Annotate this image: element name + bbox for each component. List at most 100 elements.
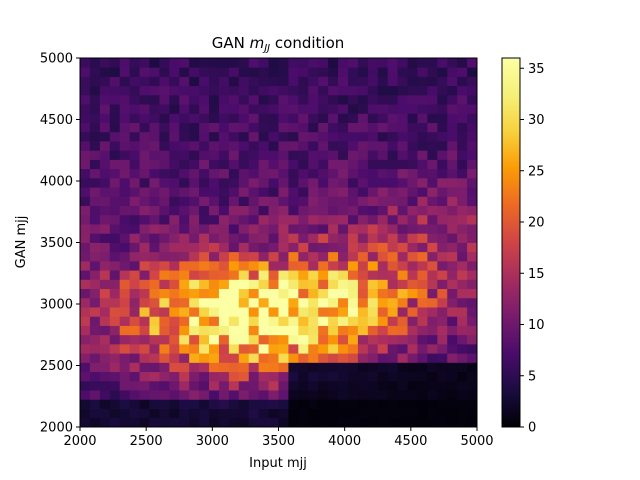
heatmap-cell <box>367 104 379 114</box>
colorbar-tick-label: 25 <box>528 164 545 179</box>
heatmap-cell <box>427 113 438 123</box>
heatmap-cell <box>189 325 200 336</box>
heatmap-cell <box>367 408 379 419</box>
heatmap-cell <box>159 85 170 96</box>
heatmap-cell <box>179 288 190 299</box>
heatmap-cell <box>278 325 289 336</box>
heatmap-cell <box>377 288 389 299</box>
heatmap-cell <box>427 325 438 336</box>
heatmap-cell <box>338 113 349 123</box>
heatmap-cell <box>417 214 428 225</box>
heatmap-cell <box>179 343 190 354</box>
heatmap-cell <box>367 214 379 225</box>
heatmap-cell <box>338 334 349 345</box>
heatmap-cell <box>377 270 389 280</box>
y-axis-label: GAN mjj <box>14 216 29 269</box>
heatmap-cell <box>298 288 309 299</box>
heatmap-cell <box>447 307 458 317</box>
heatmap-cell <box>298 371 309 382</box>
heatmap-cell <box>357 260 369 271</box>
heatmap-cell <box>80 58 91 68</box>
heatmap-cell <box>258 141 269 151</box>
heatmap-cell <box>218 307 230 317</box>
heatmap-cell <box>367 76 379 87</box>
heatmap-cell <box>248 94 260 105</box>
heatmap-cell <box>228 242 240 253</box>
heatmap-cell <box>169 122 180 133</box>
heatmap-cell <box>209 159 220 170</box>
heatmap-cell <box>228 104 240 114</box>
heatmap-cell <box>407 390 418 400</box>
heatmap-cell <box>169 205 180 216</box>
heatmap-cell <box>139 270 150 280</box>
heatmap-cell <box>278 224 289 234</box>
heatmap-cell <box>288 362 299 373</box>
heatmap-cell <box>119 297 131 308</box>
heatmap-cell <box>357 362 369 373</box>
heatmap-cell <box>268 399 279 409</box>
heatmap-cell <box>189 131 200 142</box>
heatmap-cell <box>99 159 111 170</box>
heatmap-cell <box>278 150 289 160</box>
heatmap-cell <box>328 260 339 271</box>
heatmap-cell <box>99 177 111 188</box>
heatmap-cell <box>437 408 448 419</box>
heatmap-cell <box>119 288 131 299</box>
heatmap-cell <box>467 113 478 123</box>
heatmap-cell <box>149 297 160 308</box>
heatmap-cell <box>447 131 458 142</box>
heatmap-cell <box>218 260 230 271</box>
heatmap-cell <box>417 76 428 87</box>
heatmap-cell <box>387 288 399 299</box>
heatmap-cell <box>457 270 468 280</box>
heatmap-cell <box>99 168 111 179</box>
heatmap-cell <box>129 316 140 326</box>
heatmap-cell <box>457 150 468 160</box>
heatmap-cell <box>447 113 458 123</box>
heatmap-cell <box>179 408 190 419</box>
heatmap-cell <box>109 343 121 354</box>
heatmap-cell <box>347 233 359 243</box>
heatmap-cell <box>427 353 438 363</box>
heatmap-cell <box>139 85 150 96</box>
heatmap-cell <box>457 196 468 207</box>
heatmap-cell <box>129 85 140 96</box>
heatmap-cell <box>80 399 91 409</box>
heatmap-cell <box>89 343 101 354</box>
heatmap-cell <box>258 122 269 133</box>
heatmap-cell <box>228 270 240 280</box>
heatmap-cell <box>179 270 190 280</box>
heatmap-cell <box>427 85 438 96</box>
heatmap-cell <box>89 307 101 317</box>
heatmap-cell <box>457 76 468 87</box>
heatmap-cell <box>387 371 399 382</box>
colorbar-tick-label: 5 <box>528 369 536 384</box>
heatmap-cell <box>119 270 131 280</box>
heatmap-cell <box>248 131 260 142</box>
heatmap-cell <box>238 205 250 216</box>
heatmap-cell <box>80 371 91 382</box>
heatmap-cell <box>228 214 240 225</box>
heatmap-cell <box>268 270 279 280</box>
heatmap-cell <box>189 177 200 188</box>
heatmap-cell <box>427 141 438 151</box>
heatmap-cell <box>169 316 180 326</box>
heatmap-cell <box>397 104 408 114</box>
heatmap-cell <box>199 260 210 271</box>
heatmap-cell <box>467 159 478 170</box>
heatmap-cell <box>407 233 418 243</box>
heatmap-cell <box>407 399 418 409</box>
heatmap-cell <box>149 159 160 170</box>
heatmap-cell <box>189 399 200 409</box>
heatmap-cell <box>209 242 220 253</box>
heatmap-cell <box>367 131 379 142</box>
heatmap-cell <box>139 362 150 373</box>
heatmap-cell <box>119 177 131 188</box>
heatmap-cell <box>427 343 438 354</box>
heatmap-cell <box>139 242 150 253</box>
heatmap-cell <box>238 233 250 243</box>
heatmap-cell <box>417 242 428 253</box>
heatmap-cell <box>437 196 448 207</box>
heatmap-cell <box>278 168 289 179</box>
